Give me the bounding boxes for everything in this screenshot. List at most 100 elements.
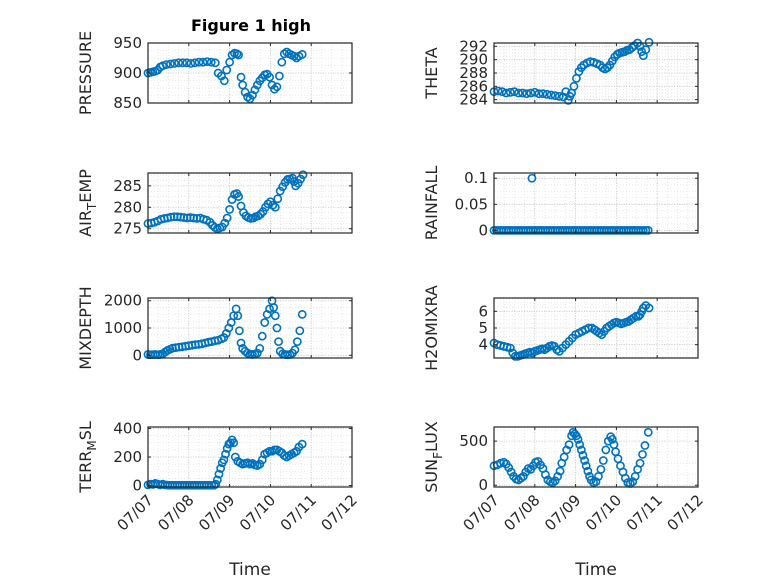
x-tick-label: 07/07 xyxy=(114,491,157,534)
y-axis-label: TERRMSL xyxy=(76,421,99,494)
data-point xyxy=(638,449,647,459)
data-point xyxy=(240,87,250,97)
data-point xyxy=(216,464,226,473)
data-point xyxy=(596,464,606,474)
data-point xyxy=(546,90,556,100)
data-point xyxy=(220,218,230,228)
y-axis-label: THETA xyxy=(422,47,441,99)
y-tick-label: 900 xyxy=(113,64,142,82)
data-point xyxy=(297,50,307,59)
data-point xyxy=(505,87,515,97)
data-point xyxy=(219,76,229,86)
data-point xyxy=(202,57,212,66)
data-point xyxy=(295,326,305,336)
data-point xyxy=(644,303,654,313)
y-tick-label: 286 xyxy=(459,77,488,95)
data-point xyxy=(293,178,303,188)
data-point xyxy=(635,458,645,468)
data-point xyxy=(269,303,279,312)
y-axis-label-subscript: M xyxy=(85,440,99,450)
data-point xyxy=(598,456,608,465)
data-point xyxy=(257,331,267,341)
y-axis-label: SUNFLUX xyxy=(422,421,445,493)
data-point xyxy=(526,88,536,98)
data-point xyxy=(263,199,273,209)
data-point xyxy=(265,72,274,82)
data-markers xyxy=(489,173,653,235)
data-point xyxy=(580,456,589,465)
data-point xyxy=(578,450,588,460)
y-tick-label: 285 xyxy=(113,177,142,195)
data-point xyxy=(190,58,200,68)
data-point xyxy=(522,89,532,99)
data-point xyxy=(620,473,630,483)
data-point xyxy=(563,95,573,105)
data-point xyxy=(186,59,196,68)
data-point xyxy=(222,213,232,223)
data-markers xyxy=(143,435,307,490)
y-tick-label: 4 xyxy=(478,336,488,354)
data-markers xyxy=(489,427,653,488)
data-point xyxy=(232,49,242,59)
data-point xyxy=(206,57,216,67)
y-tick-label: 6 xyxy=(478,302,488,320)
data-point xyxy=(291,181,301,191)
data-point xyxy=(542,89,552,99)
axes-box xyxy=(493,172,699,234)
data-point xyxy=(270,84,279,94)
y-tick-label: 0 xyxy=(132,477,142,495)
y-axis-label-subscript: T xyxy=(85,202,99,211)
data-point xyxy=(252,348,262,358)
data-point xyxy=(643,427,653,437)
data-point xyxy=(550,91,560,101)
x-axis-label: Time xyxy=(228,560,271,580)
data-point xyxy=(198,57,208,67)
y-tick-label: 200 xyxy=(113,448,142,466)
data-point xyxy=(272,82,282,92)
data-point xyxy=(166,59,175,69)
data-point xyxy=(573,434,583,444)
data-point xyxy=(234,50,243,60)
data-point xyxy=(501,88,511,98)
data-point xyxy=(161,60,171,69)
data-point xyxy=(182,58,192,68)
data-point xyxy=(611,447,620,457)
data-point xyxy=(569,81,579,91)
x-axis-label: Time xyxy=(574,560,617,580)
data-point xyxy=(506,467,516,477)
data-point xyxy=(211,479,221,489)
y-tick-label: 0 xyxy=(478,476,488,494)
data-point xyxy=(527,173,537,183)
data-point xyxy=(497,87,507,97)
y-axis-label: RAINFALL xyxy=(422,166,441,241)
subplot-3: 275 280 285 AIRTEMP xyxy=(76,169,353,238)
x-tick-label: 07/12 xyxy=(318,491,361,534)
data-point xyxy=(607,434,617,444)
x-tick-label: 07/09 xyxy=(541,491,584,534)
y-tick-label: 0.05 xyxy=(455,195,488,213)
y-tick-label: 2000 xyxy=(104,292,142,310)
y-axis-label-main: H2OMIXRA xyxy=(422,285,441,371)
data-point xyxy=(534,89,544,99)
y-tick-label: 280 xyxy=(113,198,142,216)
data-point xyxy=(210,58,220,68)
data-point xyxy=(270,311,280,321)
subplot-8: 0 500 SUNFLUX 07/0707/0807/0907/1007/1107/1… xyxy=(422,421,707,580)
data-point xyxy=(613,454,623,464)
data-point xyxy=(564,440,574,450)
data-point xyxy=(250,85,260,95)
y-axis-label-main: MIXDEPTH xyxy=(76,286,95,369)
data-point xyxy=(256,209,266,219)
y-axis-label-subscript: F xyxy=(431,452,445,459)
y-axis-label: PRESSURE xyxy=(76,31,95,115)
data-point xyxy=(270,202,280,212)
data-point xyxy=(275,186,285,196)
subplot-5: 0 1000 2000 MIXDEPTH xyxy=(76,286,353,370)
data-point xyxy=(225,205,234,214)
figure-title: Figure 1 high xyxy=(191,16,311,35)
data-point xyxy=(278,182,288,192)
data-point xyxy=(601,445,611,455)
